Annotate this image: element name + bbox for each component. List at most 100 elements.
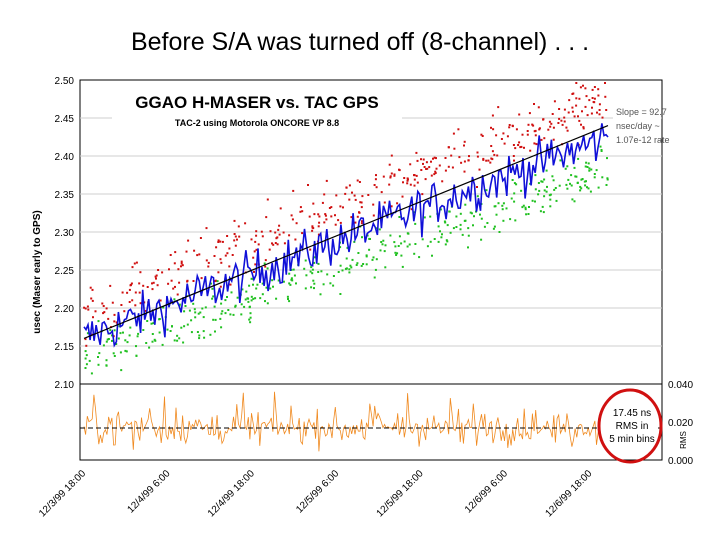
lower-point — [198, 334, 201, 337]
upper-point — [367, 194, 370, 196]
lower-point — [378, 228, 381, 231]
upper-point — [389, 176, 392, 179]
upper-point — [601, 116, 604, 119]
upper-point — [358, 211, 360, 214]
upper-point — [221, 240, 224, 243]
upper-point — [178, 281, 181, 284]
upper-point — [217, 239, 220, 242]
upper-point — [139, 302, 142, 305]
upper-point — [207, 261, 210, 264]
lower-point — [355, 264, 358, 266]
lower-point — [394, 251, 397, 254]
upper-point — [85, 344, 88, 347]
upper-point — [508, 126, 511, 129]
upper-point — [549, 125, 552, 128]
upper-point — [565, 126, 568, 129]
lower-point — [379, 249, 382, 252]
lower-point — [124, 349, 127, 352]
lower-point — [295, 282, 297, 285]
upper-point — [128, 288, 131, 291]
lower-point — [429, 240, 432, 243]
upper-point — [123, 310, 126, 313]
lower-point — [124, 339, 127, 342]
lower-point — [362, 263, 365, 265]
lower-point — [240, 313, 243, 316]
upper-point — [89, 286, 92, 289]
upper-point — [591, 88, 594, 91]
upper-point — [517, 144, 520, 146]
lower-point — [256, 283, 259, 286]
lower-point — [106, 338, 109, 341]
upper-point — [476, 186, 478, 188]
upper-point — [401, 195, 404, 198]
upper-point — [489, 161, 492, 164]
lower-point — [348, 268, 351, 271]
rms-highlight-circle — [597, 388, 663, 464]
upper-point — [476, 155, 479, 158]
upper-point — [452, 132, 455, 135]
upper-point — [410, 208, 413, 211]
lower-point — [467, 246, 469, 249]
lower-point — [266, 302, 269, 305]
main-y-tick-labels: 2.50 2.45 2.40 2.35 2.30 2.25 2.20 2.15 2.10 — [55, 76, 75, 391]
upper-point — [169, 254, 172, 256]
lower-point — [286, 295, 289, 298]
lower-point — [479, 213, 481, 216]
upper-point — [542, 118, 545, 121]
upper-point — [571, 93, 574, 95]
lower-point — [190, 319, 193, 322]
lower-point — [210, 282, 213, 285]
lower-point — [360, 264, 363, 267]
lower-point — [570, 174, 573, 177]
lower-point — [255, 287, 258, 290]
upper-point — [180, 260, 183, 263]
lower-point — [382, 239, 385, 242]
upper-point — [228, 265, 231, 268]
lower-point — [584, 184, 587, 187]
lower-point — [339, 264, 342, 267]
upper-point — [257, 243, 260, 246]
upper-point — [390, 172, 393, 175]
upper-point — [590, 112, 593, 115]
upper-point — [196, 254, 199, 257]
upper-point — [435, 167, 438, 170]
upper-point — [231, 254, 234, 256]
lower-point — [313, 282, 316, 285]
upper-point — [538, 127, 541, 130]
lower-point — [194, 316, 197, 319]
lower-point — [305, 274, 308, 277]
upper-point — [393, 173, 396, 176]
lower-point — [97, 320, 100, 323]
lower-point — [303, 267, 306, 270]
lower-point — [384, 266, 387, 269]
lower-point — [595, 169, 598, 172]
upper-point — [468, 155, 470, 158]
upper-point — [426, 167, 429, 170]
lower-point — [485, 189, 488, 192]
lower-point — [171, 325, 173, 328]
upper-point — [283, 242, 286, 245]
upper-point — [261, 235, 264, 238]
lower-point — [128, 334, 131, 337]
lower-point — [105, 364, 108, 367]
upper-point — [463, 160, 466, 163]
upper-point — [254, 263, 257, 266]
lower-point — [232, 313, 235, 316]
lower-point — [313, 256, 316, 259]
lower-point — [197, 312, 200, 315]
lower-point — [304, 287, 307, 290]
lower-point — [548, 194, 551, 197]
lower-point — [566, 187, 569, 190]
lower-point — [90, 372, 93, 375]
lower-point — [180, 326, 183, 329]
lower-point — [271, 279, 274, 282]
upper-point — [563, 120, 566, 123]
upper-point — [344, 192, 347, 195]
upper-point — [159, 299, 162, 302]
upper-point — [561, 123, 564, 126]
upper-point — [430, 160, 432, 163]
lower-point — [553, 188, 556, 191]
upper-point — [217, 271, 220, 274]
rms-tick-label: 0.020 — [668, 418, 693, 429]
upper-point — [342, 206, 344, 209]
